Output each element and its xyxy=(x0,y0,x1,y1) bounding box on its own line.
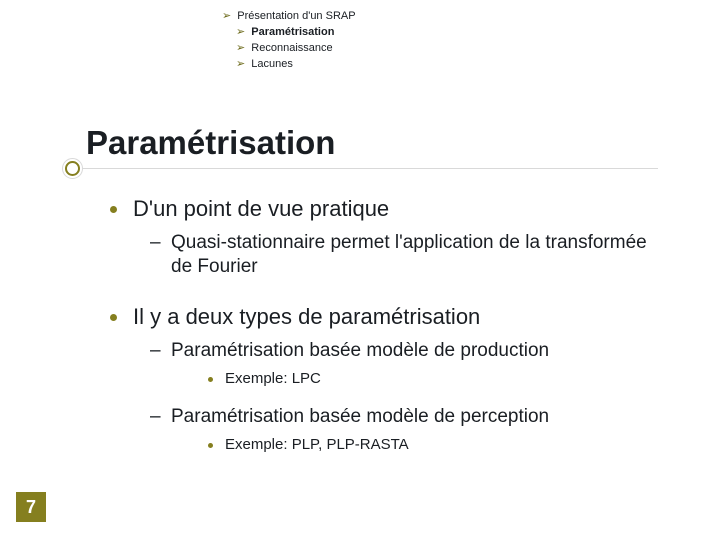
breadcrumb-sub: ➢ Paramétrisation xyxy=(222,24,356,40)
bullet-l1-row: D'un point de vue pratique xyxy=(110,195,670,223)
dash-icon: – xyxy=(150,339,159,363)
bullet-l1-row: Il y a deux types de paramétrisation xyxy=(110,303,670,331)
dash-icon: – xyxy=(150,405,159,429)
bullet-l2-text: Paramétrisation basée modèle de producti… xyxy=(171,339,549,363)
bullet-l3-text: Exemple: LPC xyxy=(225,369,321,389)
bullet-l1: Il y a deux types de paramétrisation – P… xyxy=(110,303,670,455)
bullet-l1: D'un point de vue pratique – Quasi-stati… xyxy=(110,195,670,279)
bullet-l2: – Paramétrisation basée modèle de produc… xyxy=(150,339,670,363)
breadcrumb-top: ➢ Présentation d'un SRAP xyxy=(222,8,356,24)
breadcrumb-sub: ➢ Reconnaissance xyxy=(222,40,356,56)
breadcrumb-sub: ➢ Lacunes xyxy=(222,56,356,72)
bullet-l2-text: Paramétrisation basée modèle de percepti… xyxy=(171,405,549,429)
bullet-l3: Exemple: LPC xyxy=(208,369,670,389)
bullet-l1-text: Il y a deux types de paramétrisation xyxy=(133,303,480,331)
title-underline xyxy=(78,168,658,169)
bullet-dot-icon xyxy=(208,443,213,448)
breadcrumb-sub-label: Reconnaissance xyxy=(251,42,332,54)
breadcrumb-sub-label: Lacunes xyxy=(251,58,293,70)
page-title: Paramétrisation xyxy=(86,124,335,162)
content-body: D'un point de vue pratique – Quasi-stati… xyxy=(110,195,670,465)
bullet-l2: – Paramétrisation basée modèle de percep… xyxy=(150,405,670,429)
chevron-icon: ➢ xyxy=(236,26,245,38)
dash-icon: – xyxy=(150,231,159,255)
bullet-l3-text: Exemple: PLP, PLP-RASTA xyxy=(225,435,409,455)
bullet-l2: – Quasi-stationnaire permet l'applicatio… xyxy=(150,231,670,279)
bullet-dot-icon xyxy=(110,206,117,213)
bullet-dot-icon xyxy=(208,377,213,382)
chevron-icon: ➢ xyxy=(236,42,245,54)
breadcrumb-top-label: Présentation d'un SRAP xyxy=(237,10,355,22)
title-decor-ring-inner xyxy=(65,161,80,176)
page-number: 7 xyxy=(16,492,46,522)
breadcrumb-sub-label: Paramétrisation xyxy=(251,26,334,38)
bullet-dot-icon xyxy=(110,314,117,321)
bullet-l2-text: Quasi-stationnaire permet l'application … xyxy=(171,231,670,279)
chevron-icon: ➢ xyxy=(236,58,245,70)
bullet-l3: Exemple: PLP, PLP-RASTA xyxy=(208,435,670,455)
breadcrumb: ➢ Présentation d'un SRAP ➢ Paramétrisati… xyxy=(222,8,356,72)
chevron-icon: ➢ xyxy=(222,10,231,22)
bullet-l1-text: D'un point de vue pratique xyxy=(133,195,389,223)
